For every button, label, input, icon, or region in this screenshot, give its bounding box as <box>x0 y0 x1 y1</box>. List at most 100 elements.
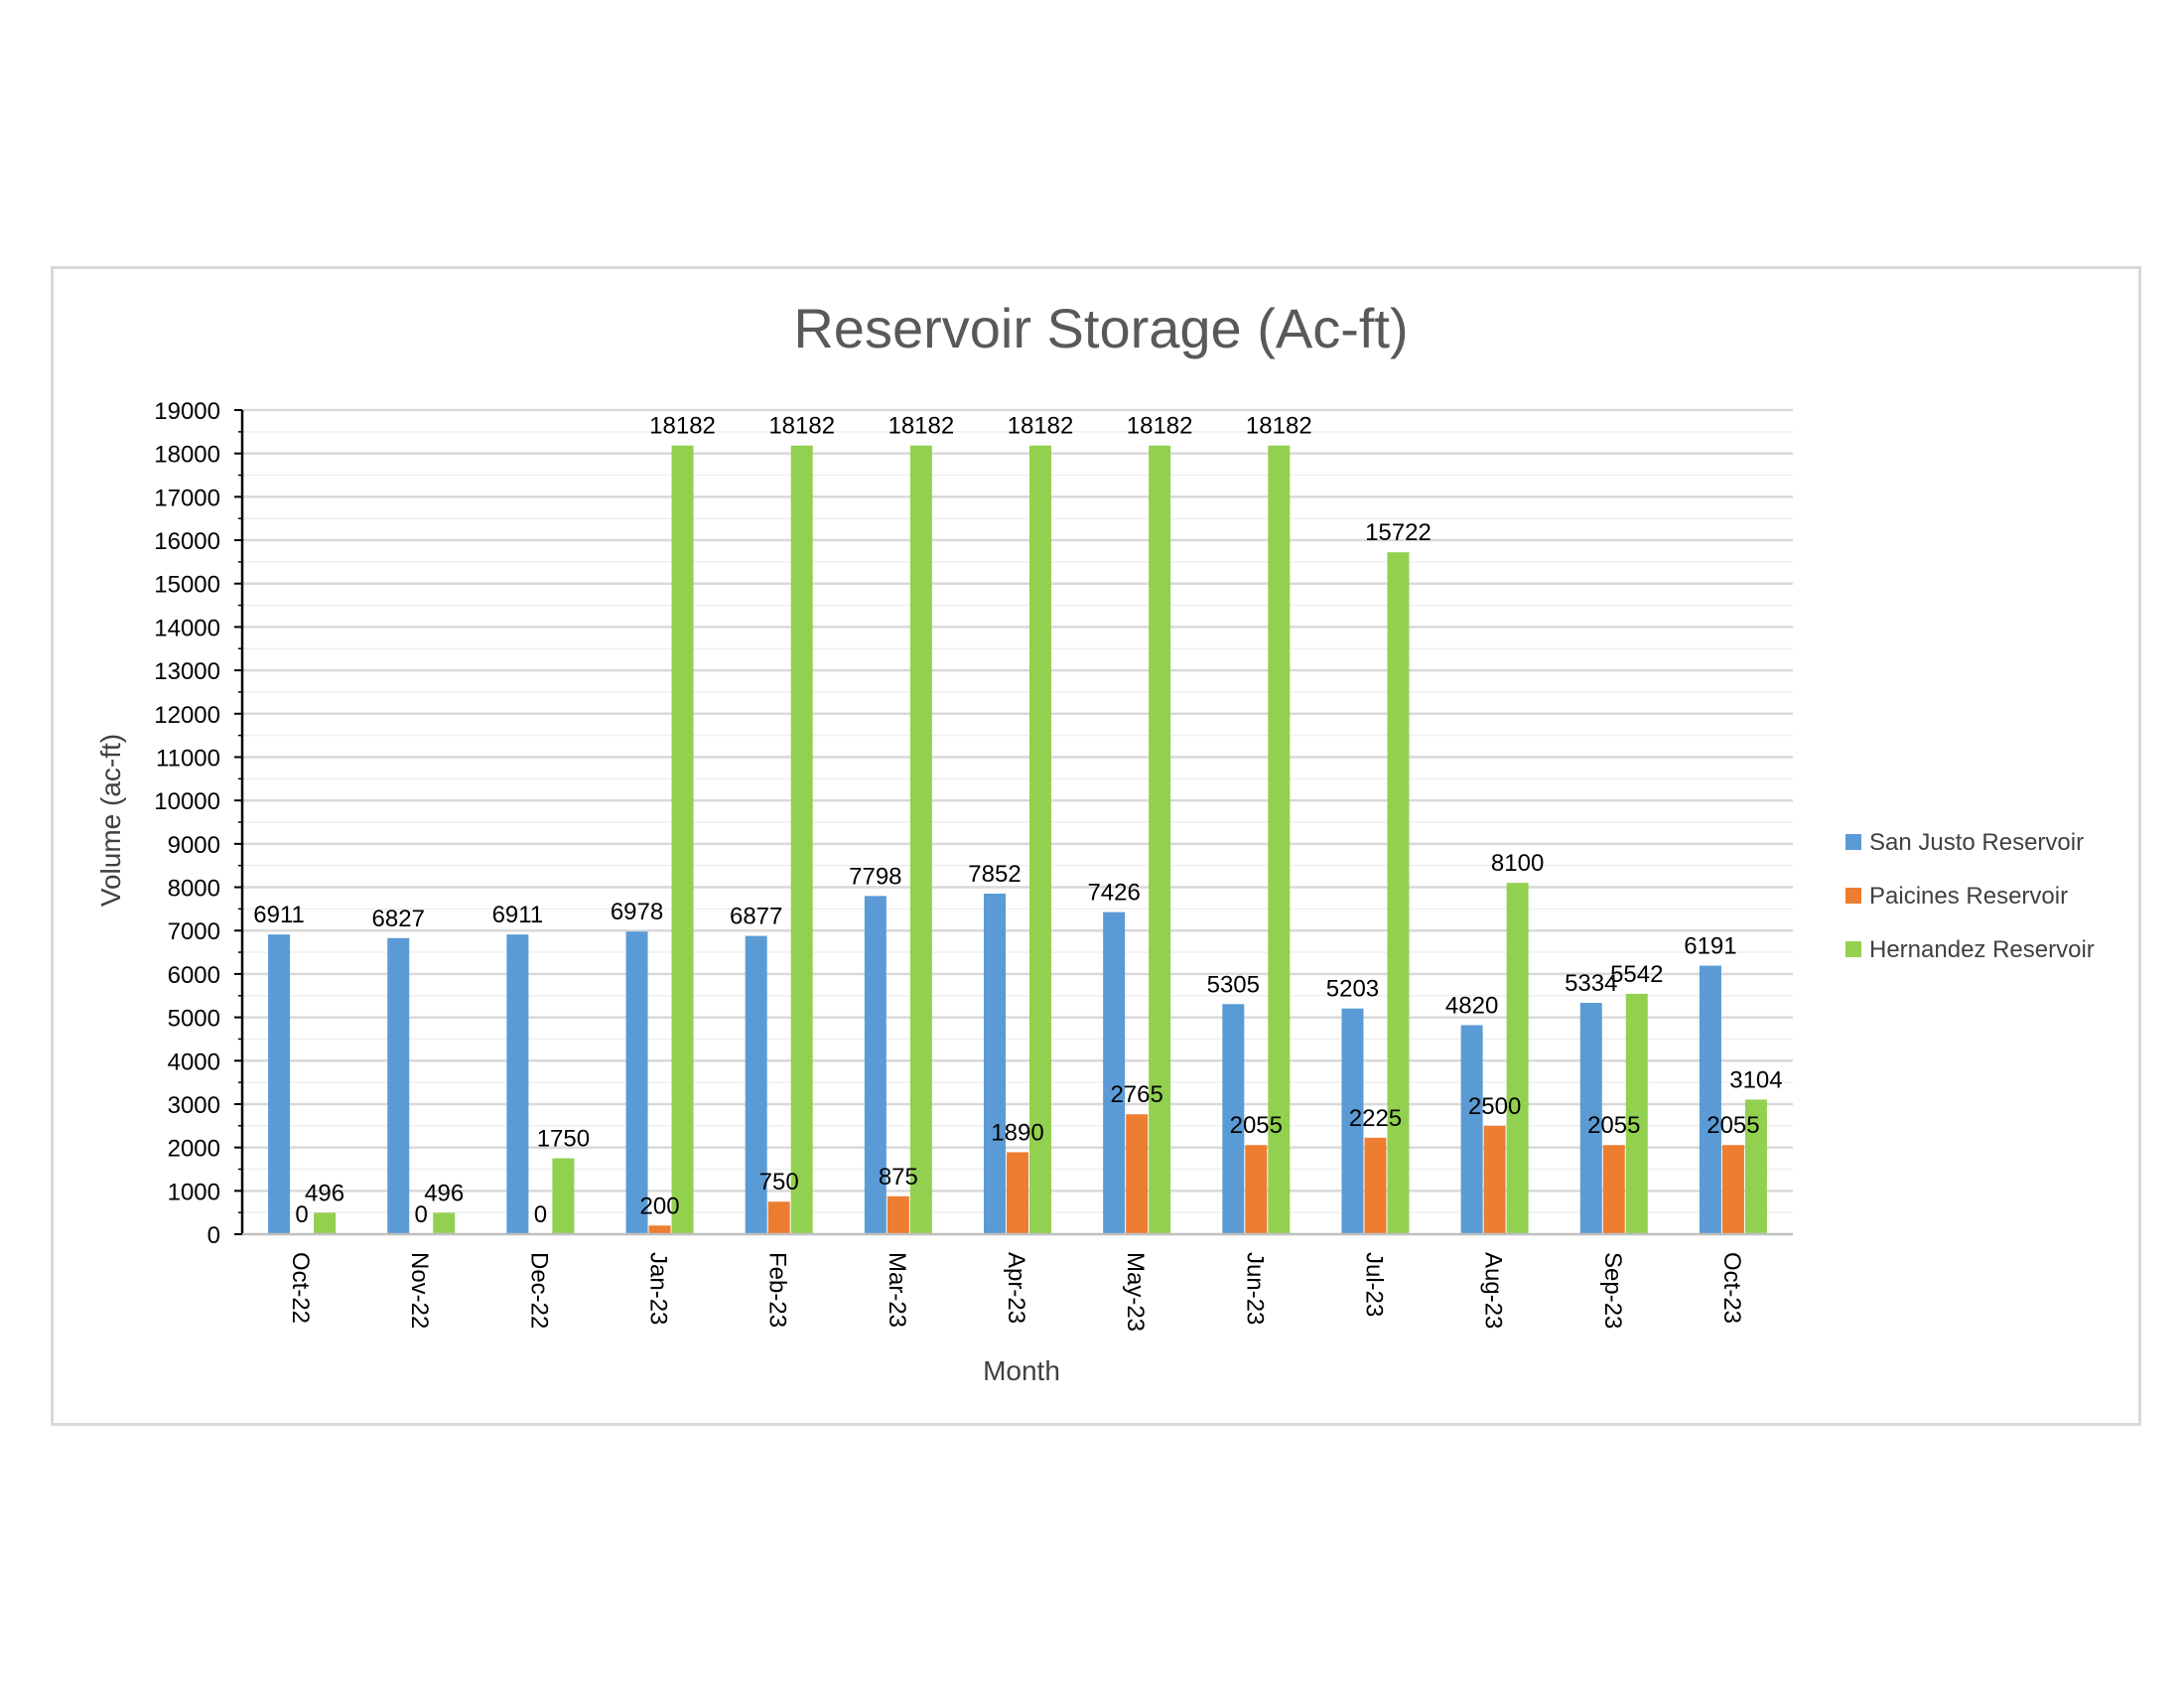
y-tick-label: 9000 <box>168 832 220 859</box>
x-tick-label: Sep-23 <box>1599 1252 1626 1329</box>
bar-hernandez-reservoir-aug-23 <box>1506 883 1529 1234</box>
data-label: 7798 <box>849 863 901 890</box>
bars <box>268 445 1767 1234</box>
bar-paicines-reservoir-jun-23 <box>1245 1145 1268 1234</box>
y-tick-label: 4000 <box>168 1049 220 1075</box>
bar-hernandez-reservoir-jun-23 <box>1268 445 1291 1234</box>
data-label: 8100 <box>1491 850 1544 877</box>
data-labels: 6911049668270496691101750697820018182687… <box>253 413 1782 1228</box>
y-tick-label: 5000 <box>168 1006 220 1033</box>
data-label: 496 <box>305 1180 344 1206</box>
data-label: 18182 <box>1246 413 1312 440</box>
y-tick-label: 3000 <box>168 1092 220 1119</box>
data-label: 2055 <box>1587 1112 1640 1139</box>
bar-paicines-reservoir-sep-23 <box>1602 1145 1625 1234</box>
bar-san-justo-reservoir-nov-22 <box>387 937 410 1234</box>
data-label: 5542 <box>1610 961 1663 988</box>
y-tick-labels: 0 1000 2000 3000 4000 5000 6000 7000 8000 9000 100… <box>154 398 220 1249</box>
x-tick-label: Oct-22 <box>287 1252 314 1324</box>
bar-hernandez-reservoir-nov-22 <box>433 1212 456 1234</box>
bar-hernandez-reservoir-feb-23 <box>790 445 813 1234</box>
legend-label: San Justo Reservoir <box>1869 829 2084 856</box>
bar-paicines-reservoir-aug-23 <box>1483 1125 1506 1234</box>
data-label: 5203 <box>1326 976 1379 1003</box>
y-tick-label: 10000 <box>154 788 220 815</box>
bar-paicines-reservoir-jul-23 <box>1364 1137 1387 1234</box>
data-label: 750 <box>759 1169 799 1196</box>
legend-swatch <box>1845 941 1861 957</box>
y-tick-label: 6000 <box>168 962 220 989</box>
chart-title: Reservoir Storage (Ac-ft) <box>793 297 1408 359</box>
y-tick-label: 0 <box>207 1222 220 1249</box>
bar-hernandez-reservoir-jul-23 <box>1387 552 1410 1234</box>
data-label: 1750 <box>537 1126 590 1153</box>
y-tick-label: 13000 <box>154 658 220 685</box>
bar-san-justo-reservoir-jun-23 <box>1222 1004 1245 1234</box>
axes <box>234 409 1793 1236</box>
legend-swatch <box>1845 834 1861 850</box>
data-label: 18182 <box>887 413 954 440</box>
data-label: 0 <box>415 1201 428 1228</box>
bar-hernandez-reservoir-sep-23 <box>1625 993 1648 1234</box>
y-tick-label: 18000 <box>154 442 220 469</box>
bar-san-justo-reservoir-oct-22 <box>268 934 291 1234</box>
y-axis-title: Volume (ac-ft) <box>95 734 126 907</box>
bar-san-justo-reservoir-jul-23 <box>1341 1008 1364 1234</box>
bar-san-justo-reservoir-sep-23 <box>1579 1002 1602 1234</box>
x-tick-label: Jun-23 <box>1241 1252 1268 1325</box>
data-label: 3104 <box>1729 1066 1782 1093</box>
data-label: 6877 <box>730 904 782 930</box>
data-label: 18182 <box>768 413 835 440</box>
data-label: 6827 <box>372 906 425 932</box>
bar-paicines-reservoir-apr-23 <box>1007 1152 1028 1234</box>
data-label: 5305 <box>1207 971 1260 998</box>
data-label: 4820 <box>1445 992 1498 1019</box>
y-tick-label: 11000 <box>156 745 220 772</box>
data-label: 6911 <box>492 902 544 928</box>
bar-hernandez-reservoir-mar-23 <box>909 445 932 1234</box>
y-tick-label: 17000 <box>154 485 220 511</box>
bar-chart: Reservoir Storage (Ac-ft) 69110496682704… <box>95 297 2095 1386</box>
data-label: 15722 <box>1365 519 1432 546</box>
bar-paicines-reservoir-mar-23 <box>887 1196 909 1234</box>
chart-frame: Reservoir Storage (Ac-ft) 6911 0 496 6827 0 4… <box>51 266 2141 1426</box>
data-label: 6978 <box>611 899 663 925</box>
y-tick-label: 7000 <box>168 918 220 945</box>
legend-swatch <box>1845 888 1861 904</box>
bar-san-justo-reservoir-mar-23 <box>864 896 887 1234</box>
data-label: 7426 <box>1087 880 1140 907</box>
data-label: 18182 <box>649 413 716 440</box>
bar-hernandez-reservoir-oct-23 <box>1744 1099 1767 1234</box>
bar-paicines-reservoir-feb-23 <box>767 1201 790 1234</box>
bar-paicines-reservoir-jan-23 <box>648 1225 671 1234</box>
data-label: 18182 <box>1008 413 1074 440</box>
data-label: 200 <box>640 1193 680 1219</box>
x-tick-label: Feb-23 <box>764 1252 791 1328</box>
data-label: 496 <box>424 1180 464 1206</box>
data-label: 18182 <box>1127 413 1193 440</box>
bar-hernandez-reservoir-may-23 <box>1149 445 1171 1234</box>
data-label: 1890 <box>991 1119 1043 1146</box>
data-label: 2055 <box>1706 1112 1759 1139</box>
x-tick-label: Dec-22 <box>525 1252 552 1329</box>
data-label: 0 <box>534 1201 547 1228</box>
x-tick-label: Jan-23 <box>645 1252 672 1325</box>
legend-label: Paicines Reservoir <box>1869 883 2068 910</box>
data-label: 2225 <box>1349 1105 1402 1132</box>
legend-label: Hernandez Reservoir <box>1869 936 2095 963</box>
bar-hernandez-reservoir-jan-23 <box>671 445 694 1234</box>
bar-paicines-reservoir-may-23 <box>1126 1114 1149 1234</box>
data-label: 2055 <box>1230 1112 1283 1139</box>
x-tick-label: Nov-22 <box>406 1252 433 1329</box>
bar-hernandez-reservoir-oct-22 <box>314 1212 337 1234</box>
y-tick-label: 12000 <box>154 702 220 729</box>
x-tick-label: Oct-23 <box>1718 1252 1745 1324</box>
data-label: 7852 <box>968 861 1021 888</box>
x-tick-label: Jul-23 <box>1360 1252 1387 1317</box>
legend: San Justo Reservoir Paicines Reservoir Her… <box>1845 829 2095 963</box>
x-tick-label: Aug-23 <box>1480 1252 1507 1329</box>
data-label: 875 <box>879 1164 918 1191</box>
bar-san-justo-reservoir-may-23 <box>1103 912 1126 1234</box>
y-tick-label: 1000 <box>168 1179 220 1205</box>
bar-hernandez-reservoir-apr-23 <box>1029 445 1051 1234</box>
